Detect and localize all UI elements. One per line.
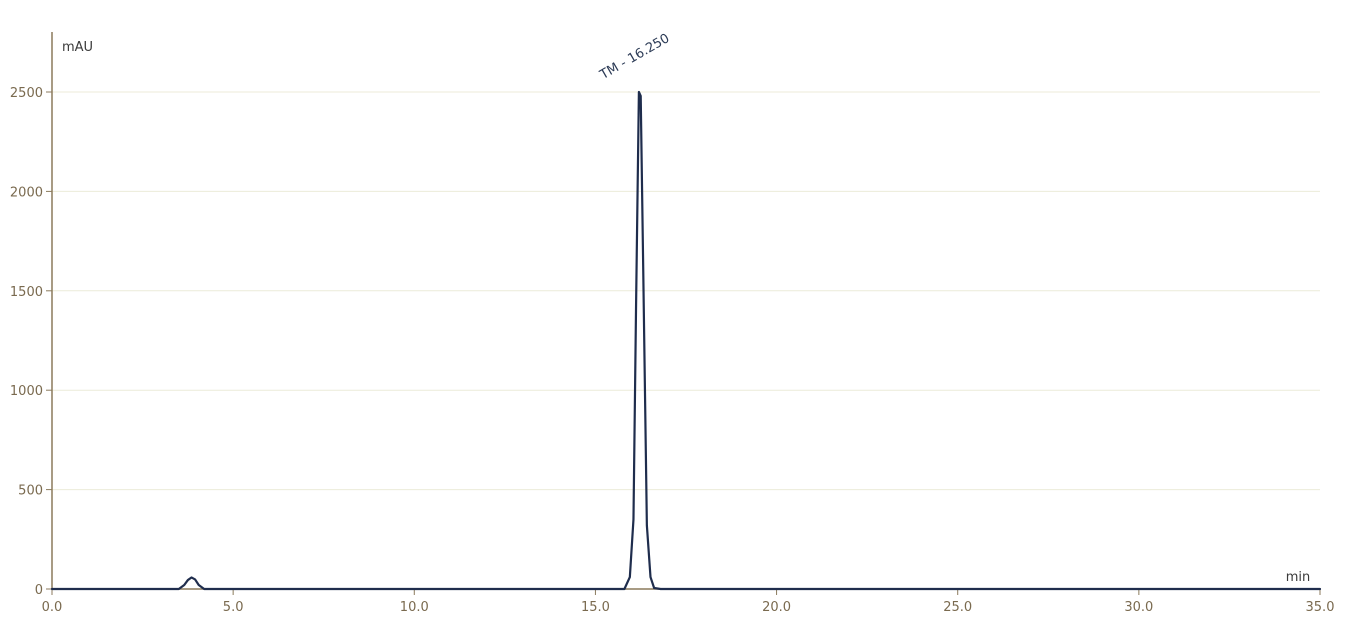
y-tick-label: 1500 [10, 285, 43, 300]
x-tick-label: 30.0 [1124, 600, 1153, 615]
y-tick-label: 500 [18, 484, 43, 499]
series-layer [50, 90, 1322, 591]
x-tick-label: 15.0 [581, 600, 610, 615]
y-tick-label: 0 [35, 583, 43, 598]
x-axis-title: min [1286, 570, 1311, 585]
axis-layer [51, 32, 1320, 590]
x-tick-label: 35.0 [1306, 600, 1335, 615]
peak-label: TM - 16.250 [597, 31, 673, 83]
y-tick-label: 1000 [10, 384, 43, 399]
tick-layer: 0.0 5.0 10.0 15.0 20.0 25.0 30.0 35.0 0 500 1000 15… [10, 86, 1335, 615]
chromatogram-trace [50, 90, 1322, 591]
x-tick-label: 25.0 [943, 600, 972, 615]
y-tick-label: 2000 [10, 185, 43, 200]
x-tick-label: 5.0 [223, 600, 244, 615]
x-tick-label: 20.0 [762, 600, 791, 615]
x-tick-label: 0.0 [42, 600, 63, 615]
x-tick-label: 10.0 [400, 600, 429, 615]
grid-layer [52, 91, 1320, 491]
y-axis-title: mAU [62, 40, 93, 55]
annotation-layer: TM - 16.250 [597, 31, 673, 83]
y-tick-label: 2500 [10, 86, 43, 101]
